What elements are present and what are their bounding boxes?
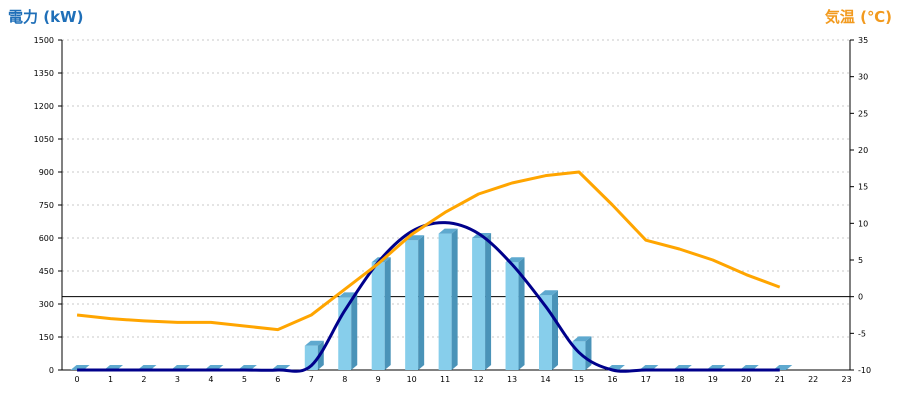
right-tick-label: 35 [858,36,868,45]
left-tick-label: 0 [49,366,54,375]
x-tick-label: 10 [407,375,417,384]
x-tick-label: 4 [208,375,213,384]
right-axis-title: 気温 (℃) [824,8,892,26]
right-tick-label: 25 [858,109,868,118]
left-tick-label: 1350 [34,69,54,78]
x-tick-label: 12 [473,375,483,384]
x-tick-label: 18 [674,375,684,384]
left-tick-label: 300 [39,300,54,309]
x-tick-label: 19 [708,375,718,384]
bar-top [438,228,458,234]
power-bar [371,257,391,370]
bar-side [485,233,492,370]
tick-labels: 01503004506007509001050120013501500-10-5… [34,36,871,384]
bar-side [451,228,458,370]
bar-front [539,295,553,370]
bar-front [371,262,385,370]
x-tick-label: 23 [842,375,852,384]
bar-front [472,238,486,370]
x-tick-label: 21 [775,375,785,384]
x-tick-label: 2 [141,375,146,384]
x-tick-label: 9 [376,375,381,384]
left-tick-label: 1500 [34,36,54,45]
x-tick-label: 16 [607,375,617,384]
left-axis-title: 電力 (kW) [8,8,84,26]
bar-front [505,262,519,370]
x-tick-label: 17 [641,375,651,384]
bar-front [438,233,452,370]
bar-side [351,292,358,370]
power-bar [472,233,492,370]
bar-side [518,257,525,370]
right-tick-label: -10 [858,366,871,375]
x-tick-label: 14 [540,375,550,384]
left-tick-label: 450 [39,267,54,276]
x-tick-label: 6 [275,375,280,384]
left-tick-label: 600 [39,234,54,243]
right-tick-label: 10 [858,219,868,228]
x-tick-label: 11 [440,375,450,384]
right-tick-label: 5 [858,256,863,265]
bar-top [304,340,324,346]
power-bar [405,235,425,370]
right-tick-label: 15 [858,183,868,192]
x-tick-label: 8 [342,375,347,384]
x-tick-label: 3 [175,375,180,384]
power-bar [505,257,525,370]
bar-top [572,336,592,342]
grid-lines [62,39,850,338]
x-tick-label: 22 [808,375,818,384]
bar-side [418,235,425,370]
bar-side [552,290,559,370]
x-tick-label: 7 [309,375,314,384]
x-tick-label: 20 [741,375,751,384]
x-tick-label: 0 [75,375,80,384]
right-tick-label: -5 [858,329,866,338]
x-tick-label: 15 [574,375,584,384]
x-tick-label: 13 [507,375,517,384]
bar-side [384,257,391,370]
temperature-line [76,170,781,332]
power-bar [539,290,559,370]
left-tick-label: 900 [39,168,54,177]
x-tick-label: 1 [108,375,113,384]
left-tick-label: 1050 [34,135,54,144]
bar-top [539,290,559,296]
power-bar [438,228,458,370]
series-lines [76,170,781,373]
bar-front [405,240,419,370]
bar-side [585,336,592,370]
right-tick-label: 0 [858,293,863,302]
left-tick-label: 150 [39,333,54,342]
power-bars [70,228,793,370]
right-tick-label: 30 [858,73,868,82]
x-tick-label: 5 [242,375,247,384]
right-tick-label: 20 [858,146,868,155]
left-tick-label: 1200 [34,102,54,111]
left-tick-label: 750 [39,201,54,210]
